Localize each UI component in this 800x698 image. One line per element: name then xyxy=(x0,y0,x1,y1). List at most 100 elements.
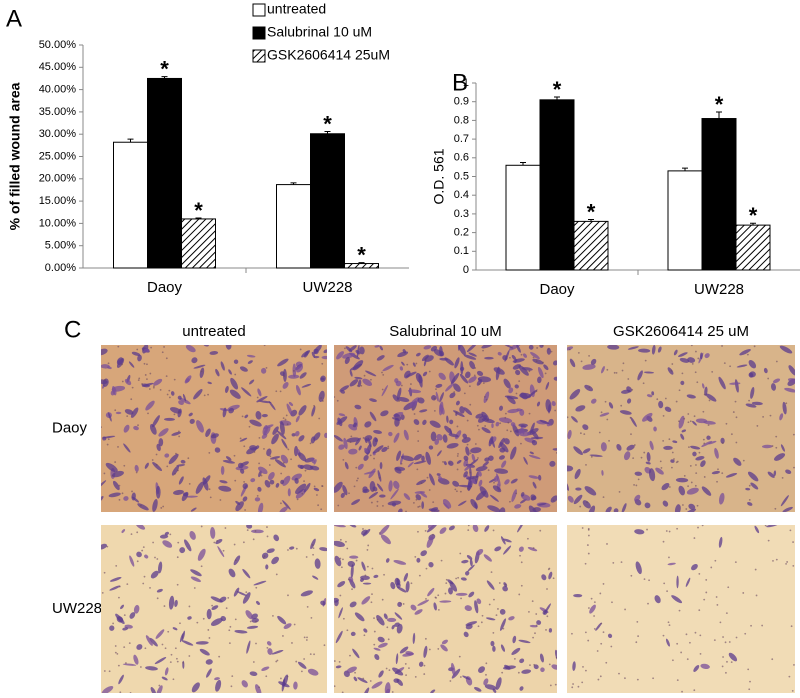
debris xyxy=(229,625,232,628)
debris xyxy=(685,508,688,510)
cell xyxy=(158,561,163,574)
cell xyxy=(156,588,163,593)
cell xyxy=(278,681,290,688)
debris xyxy=(370,378,372,381)
debris xyxy=(643,578,646,581)
cell xyxy=(514,384,519,389)
debris xyxy=(423,664,426,667)
micrograph xyxy=(334,525,557,693)
cell xyxy=(657,346,662,353)
debris xyxy=(258,462,261,465)
cell xyxy=(255,411,262,420)
cell xyxy=(111,385,126,392)
debris xyxy=(545,629,547,631)
cell xyxy=(704,353,710,359)
debris xyxy=(587,534,590,537)
debris xyxy=(515,492,518,495)
cell xyxy=(340,492,345,498)
cell xyxy=(374,438,378,443)
debris xyxy=(137,379,140,382)
debris xyxy=(376,618,379,621)
debris xyxy=(771,445,774,447)
cell xyxy=(123,496,129,501)
cell xyxy=(134,464,139,472)
debris xyxy=(170,653,173,656)
cell xyxy=(242,568,251,579)
cell xyxy=(153,378,163,386)
debris xyxy=(618,490,621,493)
cell xyxy=(536,620,542,625)
debris xyxy=(746,353,749,356)
debris xyxy=(400,602,402,605)
debris xyxy=(498,582,501,584)
cell xyxy=(418,661,424,667)
debris xyxy=(313,485,316,488)
cell xyxy=(691,563,698,571)
cell xyxy=(458,500,467,506)
debris xyxy=(687,421,690,424)
debris xyxy=(142,546,145,548)
cell xyxy=(112,480,120,491)
cell xyxy=(453,383,461,392)
cell xyxy=(518,639,531,644)
cell xyxy=(463,354,477,360)
debris xyxy=(245,591,248,593)
cell xyxy=(279,421,285,435)
cell xyxy=(607,345,620,350)
debris xyxy=(410,582,413,585)
debris xyxy=(224,527,227,529)
cell xyxy=(249,671,258,677)
cell xyxy=(661,482,670,491)
cell xyxy=(209,351,219,355)
debris xyxy=(306,605,309,608)
debris xyxy=(200,565,203,568)
debris xyxy=(349,441,352,444)
cell xyxy=(422,419,427,425)
micrograph xyxy=(334,345,557,512)
debris xyxy=(123,614,126,617)
debris xyxy=(176,583,179,586)
debris xyxy=(355,559,358,562)
debris xyxy=(742,592,745,594)
debris xyxy=(121,363,123,366)
debris xyxy=(169,661,172,663)
debris xyxy=(266,646,269,649)
cell xyxy=(482,461,489,467)
cell xyxy=(574,468,581,480)
debris xyxy=(735,416,738,419)
cell xyxy=(442,434,448,443)
debris xyxy=(533,663,536,666)
debris xyxy=(152,386,155,389)
debris xyxy=(373,617,375,620)
cell xyxy=(518,365,529,376)
cell xyxy=(272,426,279,435)
cell xyxy=(449,581,458,592)
cell xyxy=(299,372,307,379)
debris xyxy=(339,538,342,541)
debris xyxy=(714,559,717,562)
debris xyxy=(659,460,662,463)
cell xyxy=(472,525,479,533)
cell xyxy=(718,492,725,505)
cell xyxy=(152,498,158,512)
significance-marker: * xyxy=(160,56,169,81)
debris xyxy=(713,639,716,642)
debris xyxy=(382,373,385,376)
cell xyxy=(421,354,429,362)
significance-marker: * xyxy=(587,199,596,224)
debris xyxy=(632,457,635,460)
debris xyxy=(242,541,245,544)
debris xyxy=(139,504,142,507)
debris xyxy=(466,443,469,446)
cell xyxy=(339,385,350,392)
bar xyxy=(573,220,609,271)
cell xyxy=(410,604,417,611)
cell xyxy=(630,416,637,427)
cell xyxy=(729,382,741,385)
debris xyxy=(266,526,268,528)
debris xyxy=(378,476,381,479)
cell xyxy=(499,455,505,460)
debris xyxy=(520,561,523,564)
debris xyxy=(532,547,535,549)
cell xyxy=(374,654,380,661)
